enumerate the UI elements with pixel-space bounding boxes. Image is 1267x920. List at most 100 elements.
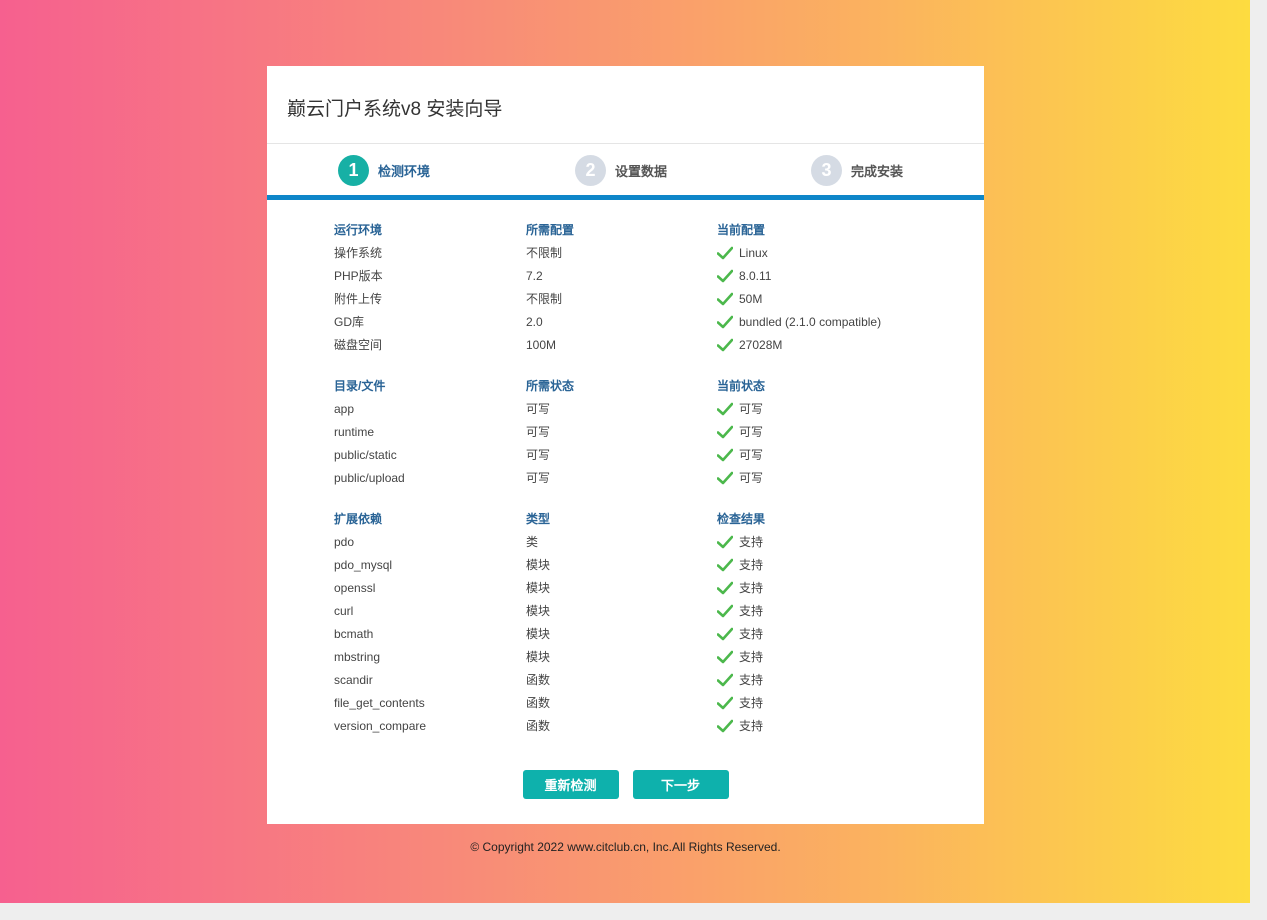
item-name: version_compare [334,718,427,733]
check-icon [717,558,733,571]
step-1: 1 检测环境 [338,155,430,186]
check-section: 目录/文件 所需状态 当前状态 app 可写 可写 runtime 可写 可写 pu… [334,374,984,489]
check-icon [717,338,733,351]
current-value: 可写 [739,448,764,462]
table-row: 操作系统 不限制 Linux [334,241,984,264]
current-value: 50M [739,291,763,306]
current-value: 支持 [739,696,764,710]
current-value: 支持 [739,604,764,618]
table-row: public/upload 可写 可写 [334,466,984,489]
item-name: app [334,401,355,416]
step-number-badge: 1 [338,155,369,186]
step-indicator: 1 检测环境 2 设置数据 3 完成安装 [267,144,984,200]
check-icon [717,627,733,640]
required-value: 函数 [526,673,551,687]
section-header: 运行环境 所需配置 当前配置 [334,218,984,241]
step-number-badge: 2 [575,155,606,186]
table-row: openssl 模块 支持 [334,576,984,599]
check-icon [717,402,733,415]
required-value: 类 [526,535,539,549]
step-number-badge: 3 [811,155,842,186]
item-name: curl [334,603,354,618]
check-icon [717,719,733,732]
item-name: pdo_mysql [334,557,393,572]
current-value: 支持 [739,673,764,687]
required-value: 可写 [526,425,551,439]
column-header: 所需状态 [526,379,575,393]
item-name: GD库 [334,315,365,329]
table-row: mbstring 模块 支持 [334,645,984,668]
current-value: 8.0.11 [739,268,772,283]
required-value: 不限制 [526,246,563,260]
table-row: scandir 函数 支持 [334,668,984,691]
check-icon [717,246,733,259]
check-icon [717,535,733,548]
page-title: 巅云门户系统v8 安装向导 [267,66,984,144]
column-header: 检查结果 [717,512,766,526]
step-2: 2 设置数据 [575,155,667,186]
check-icon [717,471,733,484]
check-section: 扩展依赖 类型 检查结果 pdo 类 支持 pdo_mysql 模块 支持 open… [334,507,984,737]
table-row: file_get_contents 函数 支持 [334,691,984,714]
required-value: 模块 [526,581,551,595]
check-tables: 运行环境 所需配置 当前配置 操作系统 不限制 Linux PHP版本 7.2 8.… [267,200,984,737]
current-value: 支持 [739,581,764,595]
current-value: bundled (2.1.0 compatible) [739,314,882,329]
item-name: scandir [334,672,373,687]
table-row: pdo_mysql 模块 支持 [334,553,984,576]
required-value: 模块 [526,558,551,572]
current-value: Linux [739,245,768,260]
table-row: pdo 类 支持 [334,530,984,553]
section-header: 目录/文件 所需状态 当前状态 [334,374,984,397]
required-value: 7.2 [526,268,543,283]
table-row: version_compare 函数 支持 [334,714,984,737]
check-icon [717,425,733,438]
column-header: 类型 [526,512,551,526]
table-row: runtime 可写 可写 [334,420,984,443]
required-value: 函数 [526,719,551,733]
item-name: mbstring [334,649,381,664]
check-section: 运行环境 所需配置 当前配置 操作系统 不限制 Linux PHP版本 7.2 8.… [334,218,984,356]
required-value: 模块 [526,604,551,618]
table-row: GD库 2.0 bundled (2.1.0 compatible) [334,310,984,333]
current-value: 支持 [739,627,764,641]
table-row: app 可写 可写 [334,397,984,420]
item-name: 附件上传 [334,292,383,306]
step-label: 设置数据 [615,164,668,179]
required-value: 函数 [526,696,551,710]
table-row: 磁盘空间 100M 27028M [334,333,984,356]
required-value: 可写 [526,471,551,485]
column-header: 当前状态 [717,379,766,393]
current-value: 支持 [739,558,764,572]
current-value: 可写 [739,471,764,485]
required-value: 2.0 [526,314,543,329]
recheck-button[interactable]: 重新检测 [522,770,619,799]
current-value: 支持 [739,535,764,549]
item-name: 操作系统 [334,246,383,260]
column-header: 所需配置 [526,223,575,237]
section-header: 扩展依赖 类型 检查结果 [334,507,984,530]
table-row: public/static 可写 可写 [334,443,984,466]
check-icon [717,448,733,461]
item-name: public/static [334,447,397,462]
column-header: 运行环境 [334,223,383,237]
current-value: 可写 [739,425,764,439]
current-value: 支持 [739,719,764,733]
item-name: 磁盘空间 [334,338,383,352]
required-value: 100M [526,337,557,352]
install-wizard-card: 巅云门户系统v8 安装向导 1 检测环境 2 设置数据 3 完成安装 运行环境 所需配置 当前… [267,66,984,824]
table-row: curl 模块 支持 [334,599,984,622]
step-3: 3 完成安装 [811,155,903,186]
item-name: pdo [334,534,355,549]
column-header: 目录/文件 [334,379,386,393]
check-icon [717,269,733,282]
column-header: 当前配置 [717,223,766,237]
check-icon [717,696,733,709]
required-value: 可写 [526,448,551,462]
check-icon [717,581,733,594]
table-row: 附件上传 不限制 50M [334,287,984,310]
check-icon [717,292,733,305]
item-name: bcmath [334,626,374,641]
item-name: public/upload [334,470,405,485]
next-step-button[interactable]: 下一步 [632,770,729,799]
